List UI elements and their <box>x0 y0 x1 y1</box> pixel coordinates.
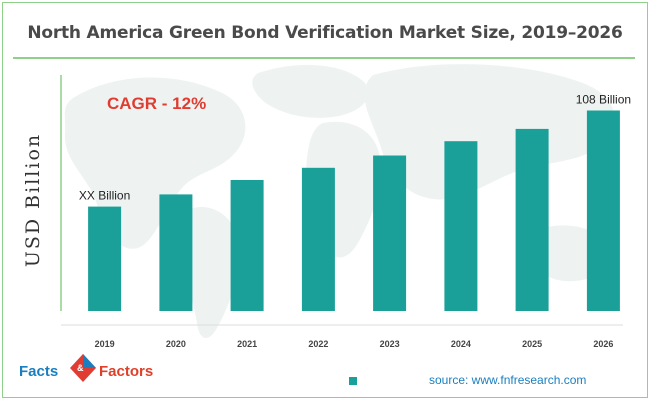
y-axis-label: USD Billion <box>22 133 44 267</box>
logo-text-left: Facts <box>19 363 59 380</box>
x-tick-label-2021: 2021 <box>237 339 257 349</box>
bar-2024 <box>444 141 478 311</box>
logo-mark-text: & <box>77 363 84 373</box>
bar-2026 <box>586 110 620 311</box>
x-tick-label-2020: 2020 <box>166 339 186 349</box>
source-text: source: www.fnfresearch.com <box>429 373 587 387</box>
title-divider <box>13 57 635 59</box>
bar-chart: USD Billion CAGR - 12% 2019 2020 2021 2022 2… <box>22 64 631 349</box>
chart-title: North America Green Bond Verification Ma… <box>27 23 623 43</box>
x-tick-label-2026: 2026 <box>593 339 613 349</box>
bar-2019 <box>88 206 122 311</box>
legend-swatch <box>349 377 357 385</box>
data-label-2019: XX Billion <box>79 189 130 203</box>
x-tick-label-2025: 2025 <box>522 339 542 349</box>
logo-emblem-icon <box>70 354 96 382</box>
x-tick-label-2023: 2023 <box>380 339 400 349</box>
bars-group <box>88 110 620 311</box>
x-tick-labels: 2019 2020 2021 2022 2023 2024 2025 2026 <box>95 339 614 349</box>
data-label-2026: 108 Billion <box>576 93 631 107</box>
bar-2020 <box>159 194 193 311</box>
x-tick-label-2022: 2022 <box>308 339 328 349</box>
bar-2021 <box>230 180 264 311</box>
bar-2023 <box>373 155 407 311</box>
x-tick-label-2024: 2024 <box>451 339 471 349</box>
bar-2022 <box>301 167 335 311</box>
x-tick-label-2019: 2019 <box>95 339 115 349</box>
cagr-label: CAGR - 12% <box>107 94 206 113</box>
data-labels: XX Billion 108 Billion <box>79 93 631 203</box>
bar-2025 <box>515 128 549 311</box>
logo-text-right: Factors <box>99 363 154 380</box>
